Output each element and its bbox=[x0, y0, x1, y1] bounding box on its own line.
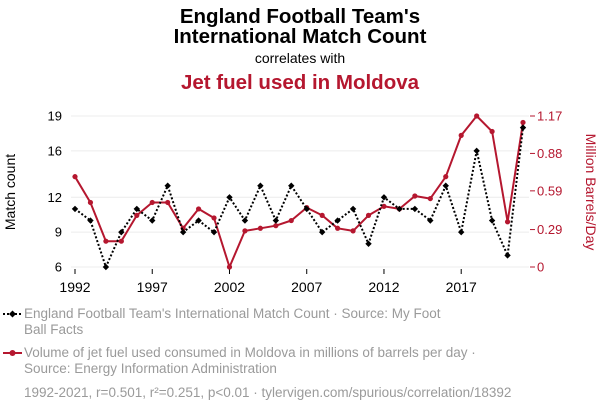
series1-point bbox=[71, 205, 79, 213]
series1-point bbox=[519, 124, 527, 131]
legend-marker-series2 bbox=[9, 350, 16, 356]
series2-point bbox=[427, 195, 433, 202]
series2-point bbox=[211, 215, 217, 221]
legend-label-series2-line-1: Volume of jet fuel used consumed in Mold… bbox=[24, 345, 476, 360]
y-right-tick-label: 0.59 bbox=[537, 183, 562, 198]
y-right-tick-label: 0.88 bbox=[537, 146, 562, 161]
y-left-tick-label: 9 bbox=[55, 225, 62, 240]
series1-point bbox=[318, 228, 326, 236]
series2-point bbox=[412, 193, 418, 199]
legend-label-series1-line-1: England Football Team's International Ma… bbox=[24, 306, 441, 321]
series2-point bbox=[335, 225, 341, 231]
legend-item-series2: Volume of jet fuel used consumed in Mold… bbox=[3, 345, 476, 376]
series2-point bbox=[319, 212, 325, 218]
series2-point bbox=[103, 238, 109, 244]
series1-point bbox=[179, 228, 187, 236]
series2-point bbox=[134, 212, 140, 218]
series1-point bbox=[288, 182, 295, 189]
series2-point bbox=[381, 203, 387, 209]
series2-point bbox=[489, 128, 495, 135]
series2-point bbox=[504, 219, 511, 225]
series2-line bbox=[74, 115, 524, 268]
series2-point bbox=[520, 119, 526, 126]
series1-point bbox=[133, 205, 140, 213]
legend-marker-series1 bbox=[9, 310, 16, 318]
series2-point bbox=[195, 206, 202, 212]
y-right-tick-label: 1.17 bbox=[537, 109, 562, 124]
series1-point bbox=[303, 205, 310, 213]
series1-point bbox=[458, 228, 465, 236]
series1-point bbox=[380, 194, 388, 201]
footer-stats: 1992-2021, r=0.501, r²=0.251, p<0.01 · t… bbox=[24, 385, 511, 400]
series1-layer bbox=[71, 124, 527, 271]
series1-point bbox=[411, 205, 419, 213]
series1-point bbox=[365, 240, 372, 247]
series1-point bbox=[272, 217, 280, 224]
series2-point bbox=[257, 225, 263, 231]
series1-point bbox=[226, 194, 233, 201]
series2-point bbox=[350, 228, 356, 234]
series1-point bbox=[504, 252, 511, 259]
series2-point bbox=[443, 174, 449, 180]
series1-point bbox=[257, 182, 264, 189]
series2-point bbox=[474, 113, 480, 119]
y-right-tick-label: 0 bbox=[537, 260, 544, 275]
legend-item-series1: England Football Team's International Ma… bbox=[3, 306, 441, 337]
x-tick-label: 2002 bbox=[214, 279, 245, 295]
chart-subtitle: correlates with bbox=[255, 50, 345, 66]
series2-point bbox=[72, 174, 78, 180]
series2-point bbox=[365, 212, 372, 218]
right-axis-title: Million Barrels/Day bbox=[583, 134, 599, 251]
series2-point bbox=[118, 238, 124, 244]
legend-label-series2-line-2: Source: Energy Information Administratio… bbox=[24, 361, 277, 376]
x-tick-label: 2017 bbox=[446, 279, 477, 295]
x-tick-label: 1997 bbox=[137, 279, 168, 295]
grid-layer bbox=[71, 115, 529, 268]
series1-point bbox=[102, 263, 110, 271]
legend: England Football Team's International Ma… bbox=[3, 306, 476, 376]
left-axis-title: Match count bbox=[2, 154, 18, 230]
y-left-tick-label: 19 bbox=[48, 109, 62, 124]
series1-point bbox=[87, 217, 94, 224]
x-tick-label: 2012 bbox=[368, 279, 399, 295]
series2-title: Jet fuel used in Moldova bbox=[181, 71, 420, 94]
series1-point bbox=[118, 228, 125, 236]
series1-point bbox=[210, 228, 218, 236]
chart-title-line-1: England Football Team's bbox=[180, 5, 420, 28]
series1-point bbox=[334, 217, 341, 224]
series1-line bbox=[74, 127, 524, 268]
series1-point bbox=[427, 217, 434, 224]
y-left-tick-label: 6 bbox=[55, 260, 62, 275]
series1-point bbox=[349, 205, 357, 213]
series2-point bbox=[149, 199, 155, 206]
series2-point bbox=[242, 228, 248, 234]
series1-point bbox=[149, 217, 156, 224]
y-left-tick-label: 16 bbox=[48, 143, 62, 158]
series2-point bbox=[165, 199, 171, 206]
y-right-tick-label: 0.29 bbox=[537, 222, 562, 237]
x-tick-label: 1992 bbox=[59, 279, 90, 295]
series2-point bbox=[273, 223, 279, 229]
series1-point bbox=[396, 205, 403, 213]
y-left-tick-label: 12 bbox=[48, 190, 62, 205]
series2-point bbox=[458, 132, 464, 138]
series2-layer bbox=[72, 113, 526, 270]
series2-point bbox=[87, 199, 94, 206]
series1-point bbox=[241, 217, 249, 224]
axis-layer: 6 9 12 16 19 0 0.29 0.59 0.88 1.17 1992 1997 2002 200… bbox=[48, 109, 563, 296]
x-tick-label: 2007 bbox=[291, 279, 322, 295]
chart-title-line-2: International Match Count bbox=[174, 25, 427, 48]
series1-point bbox=[473, 147, 480, 155]
legend-label-series1-line-2: Ball Facts bbox=[24, 322, 84, 337]
series2-point bbox=[226, 264, 233, 270]
series1-point bbox=[488, 217, 496, 224]
series1-point bbox=[164, 182, 171, 189]
series2-point bbox=[288, 217, 294, 224]
series1-point bbox=[195, 217, 202, 224]
series1-point bbox=[442, 182, 449, 189]
